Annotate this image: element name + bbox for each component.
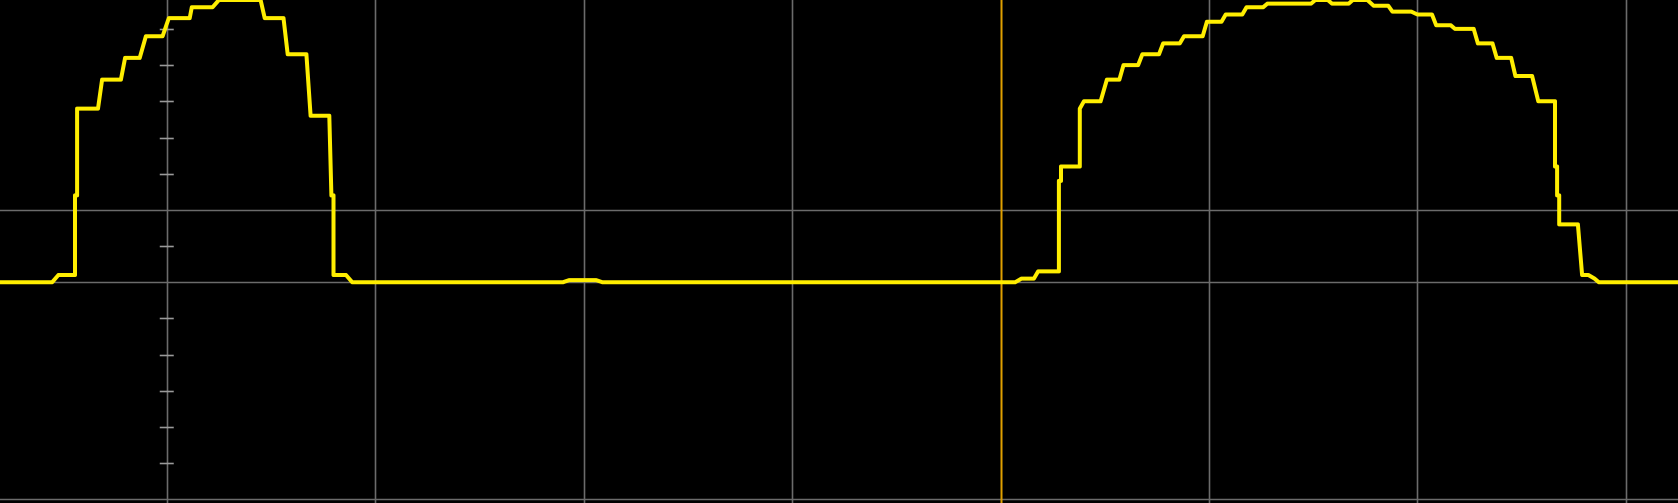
trace-layer [0, 0, 1678, 285]
tick-layer [159, 28, 174, 465]
waveform-trace [0, 0, 1678, 285]
